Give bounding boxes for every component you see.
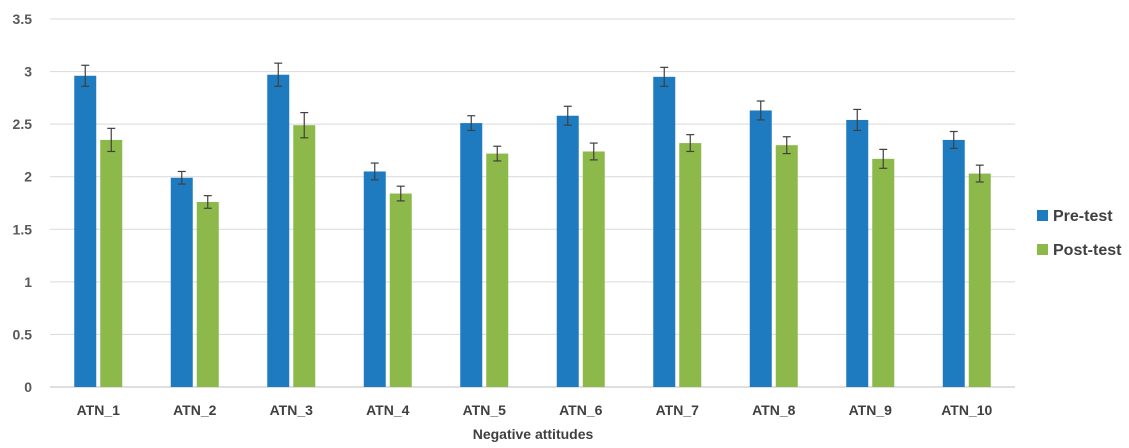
y-tick-label: 3	[24, 64, 32, 80]
bar-pre-test-atn_2	[170, 177, 193, 387]
error-bar	[107, 127, 116, 153]
error-bar	[300, 111, 309, 139]
error-bars	[81, 62, 984, 209]
x-category-label: ATN_6	[559, 402, 603, 418]
error-bar	[756, 100, 765, 121]
y-tick-label: 2.5	[13, 116, 33, 132]
bar-pre-test-atn_1	[74, 75, 97, 387]
legend-label: Post-test	[1053, 242, 1122, 259]
error-bar	[81, 64, 90, 87]
error-bar	[879, 148, 888, 169]
bar-post-test-atn_9	[872, 158, 895, 387]
bar-post-test-atn_3	[293, 125, 316, 388]
bar-pre-test-atn_8	[749, 110, 772, 387]
x-category-label: ATN_8	[752, 402, 796, 418]
x-category-label: ATN_5	[463, 402, 507, 418]
bar-post-test-atn_1	[100, 139, 123, 387]
bar-pre-test-atn_3	[267, 74, 290, 388]
x-category-label: ATN_2	[173, 402, 217, 418]
bar-post-test-atn_7	[679, 143, 702, 387]
error-bar	[370, 162, 379, 181]
error-bar	[467, 115, 476, 132]
bar-pre-test-atn_6	[556, 115, 579, 387]
error-bar	[177, 170, 186, 185]
error-bar	[686, 134, 695, 153]
bar-post-test-atn_4	[389, 193, 412, 387]
error-bar	[396, 185, 405, 202]
error-bar	[660, 66, 669, 87]
x-category-label: ATN_4	[366, 402, 410, 418]
error-bar	[274, 62, 283, 87]
bars	[74, 74, 991, 388]
legend-item-post-test: Post-test	[1037, 242, 1122, 259]
x-category-label: ATN_1	[77, 402, 121, 418]
bar-pre-test-atn_4	[363, 171, 386, 387]
error-bar	[589, 142, 598, 161]
x-category-label: ATN_3	[270, 402, 314, 418]
bar-pre-test-atn_7	[653, 76, 676, 387]
bar-pre-test-atn_9	[846, 119, 869, 388]
bar-pre-test-atn_10	[942, 139, 965, 387]
bar-post-test-atn_10	[968, 173, 991, 387]
error-bar	[949, 130, 958, 149]
legend: Pre-test Post-test	[1037, 208, 1122, 259]
y-tick-label: 0	[24, 379, 32, 395]
legend-label: Pre-test	[1053, 208, 1113, 225]
legend-item-pre-test: Pre-test	[1037, 208, 1113, 225]
y-tick-label: 1	[24, 274, 32, 290]
y-axis-ticks: 0 0.5 1 1.5 2 2.5 3 3.5	[13, 11, 33, 395]
gridlines	[50, 18, 1015, 388]
bar-post-test-atn_8	[775, 145, 798, 387]
bar-post-test-atn_6	[582, 151, 605, 387]
error-bar	[493, 145, 502, 162]
legend-swatch	[1037, 210, 1048, 221]
x-category-label: ATN_9	[849, 402, 893, 418]
error-bar	[975, 164, 984, 183]
y-tick-label: 2	[24, 169, 32, 185]
legend-swatch	[1037, 244, 1048, 255]
x-axis-categories: ATN_1 ATN_2 ATN_3 ATN_4 ATN_5 ATN_6 ATN_7 ATN_8…	[77, 402, 993, 418]
error-bar	[203, 195, 212, 209]
y-tick-label: 1.5	[13, 221, 33, 237]
y-tick-label: 0.5	[13, 326, 33, 342]
error-bar	[563, 105, 572, 126]
y-tick-label: 3.5	[13, 11, 33, 27]
bar-pre-test-atn_5	[460, 123, 483, 387]
bar-post-test-atn_5	[486, 153, 509, 387]
error-bar	[853, 108, 862, 132]
x-category-label: ATN_7	[656, 402, 700, 418]
error-bar	[782, 136, 791, 155]
x-category-label: ATN_10	[941, 402, 992, 418]
bar-post-test-atn_2	[196, 201, 219, 387]
x-axis-title: Negative attitudes	[473, 426, 594, 442]
